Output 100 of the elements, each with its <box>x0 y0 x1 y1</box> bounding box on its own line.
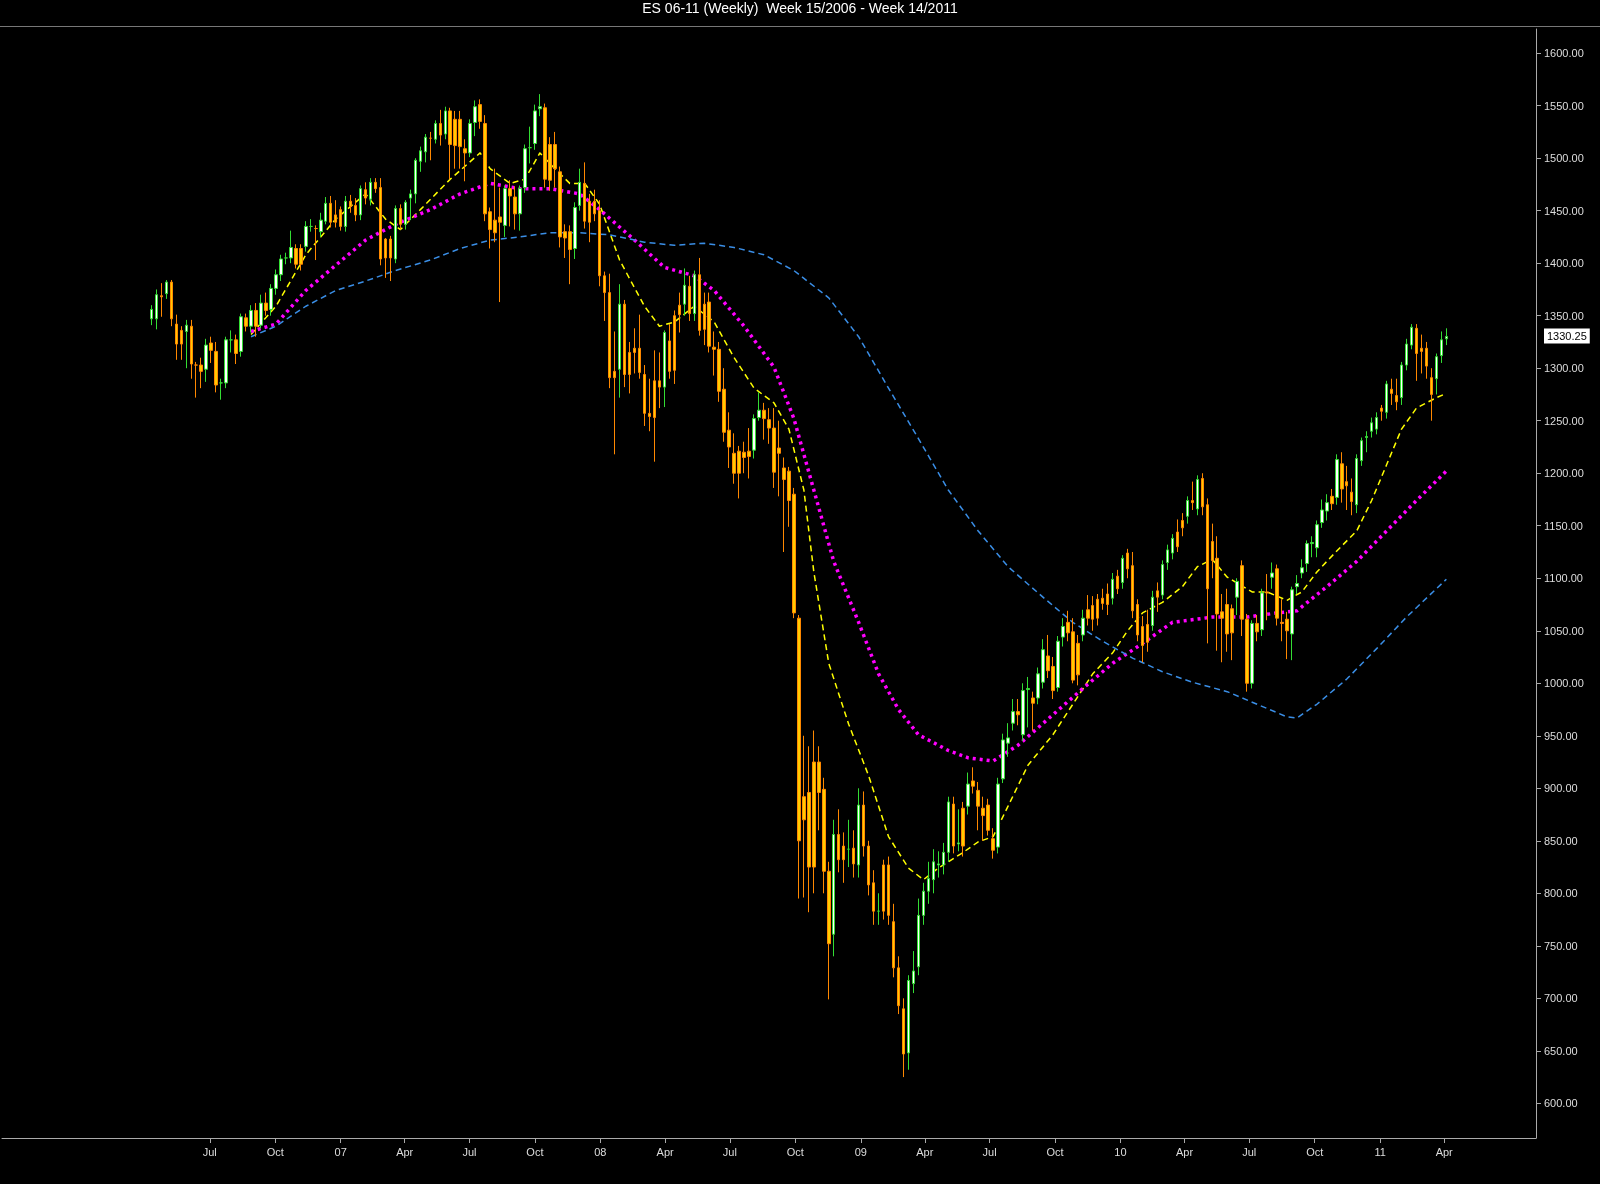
candlestick <box>1126 548 1129 579</box>
y-tick-label: 650.00 <box>1544 1044 1578 1057</box>
candlestick <box>573 201 577 260</box>
candlestick <box>249 304 253 333</box>
x-tick-label: 11 <box>1374 1145 1386 1158</box>
text: 1330.25 <box>1547 329 1587 342</box>
candlestick <box>877 892 880 926</box>
candlestick <box>304 220 308 253</box>
y-tick-label: 700.00 <box>1544 992 1578 1005</box>
candlestick <box>628 341 631 394</box>
y-tick-label: 1200.00 <box>1544 467 1584 480</box>
candlestick <box>857 787 860 879</box>
candlestick <box>344 195 347 233</box>
candlestick <box>1166 544 1169 571</box>
candlestick <box>209 336 213 364</box>
candlestick <box>239 313 243 358</box>
y-tick-label: 1450.00 <box>1544 204 1584 217</box>
x-tick-label: 07 <box>334 1145 347 1158</box>
candlestick <box>1081 609 1085 642</box>
candlestick <box>757 391 761 422</box>
candlestick <box>229 329 233 353</box>
candlestick <box>259 294 263 329</box>
candlestick <box>762 402 766 441</box>
candlestick <box>444 106 447 140</box>
candlestick <box>434 119 437 144</box>
candlestick <box>1370 417 1373 439</box>
candlestick <box>1186 495 1189 525</box>
chart-title: ES 06-11 (Weekly) Week 15/2006 - Week 14/2011 <box>0 0 1600 27</box>
candlestick <box>578 168 581 212</box>
y-tick-label: 1350.00 <box>1544 309 1584 322</box>
candlestick <box>1275 564 1279 627</box>
y-tick-label: 950.00 <box>1544 729 1578 742</box>
candlestick <box>593 189 596 222</box>
candlestick <box>379 177 382 266</box>
candlestick <box>175 314 178 361</box>
candlestick <box>1430 367 1433 422</box>
candlestick <box>289 230 293 264</box>
candlestick <box>429 131 432 161</box>
candlestick <box>603 271 606 322</box>
x-tick-label: Jul <box>1242 1145 1257 1158</box>
candlestick <box>608 273 611 389</box>
candlestick <box>518 184 522 232</box>
candlestick <box>165 279 168 300</box>
candlestick <box>1445 327 1448 346</box>
y-tick-label: 1300.00 <box>1544 362 1584 375</box>
candlestick <box>618 283 621 399</box>
candlestick <box>190 319 193 380</box>
candlestick <box>463 138 467 182</box>
candlestick <box>1420 334 1423 374</box>
candlestick <box>523 144 527 194</box>
x-tick-label: Oct <box>1306 1145 1324 1158</box>
x-tick-label: Apr <box>396 1145 414 1158</box>
candlestick <box>414 157 417 204</box>
candlestick <box>150 304 153 326</box>
candlestick <box>533 104 537 151</box>
candlestick <box>942 842 945 875</box>
x-tick-label: 10 <box>1114 1145 1127 1158</box>
candlestick <box>244 313 248 332</box>
candlestick <box>424 133 427 163</box>
candlestick <box>1295 574 1299 595</box>
line-series <box>249 181 1449 763</box>
candlestick <box>937 850 940 879</box>
candlestick <box>912 950 915 994</box>
x-tick-label: Jul <box>982 1145 997 1158</box>
candlestick <box>907 974 910 1071</box>
candlestick <box>683 267 686 317</box>
candlestick <box>852 829 855 879</box>
candlestick <box>1375 411 1378 435</box>
candlestick <box>1260 588 1264 637</box>
candlestick <box>1061 617 1065 648</box>
candlestick <box>688 275 691 322</box>
candlestick <box>538 93 542 117</box>
candlestick <box>264 292 268 317</box>
candlestick <box>1355 453 1358 514</box>
candlestick <box>897 955 900 1015</box>
x-tick-label: Apr <box>916 1145 934 1158</box>
candlestick <box>180 325 183 361</box>
candlestick <box>1270 562 1274 590</box>
candlestick <box>1131 551 1134 619</box>
candlestick <box>847 819 850 868</box>
candlestick <box>1121 554 1124 590</box>
candlestick <box>887 856 890 926</box>
candlestick <box>678 292 681 333</box>
candlestick <box>1141 615 1144 663</box>
candlestick <box>170 279 173 327</box>
y-tick-label: 1600.00 <box>1544 47 1584 60</box>
candlestick <box>409 189 412 221</box>
candlestick <box>1235 577 1239 616</box>
candlestick <box>752 413 756 460</box>
candlestick <box>185 319 188 369</box>
candlestick <box>155 288 158 330</box>
candlestick <box>1146 609 1149 653</box>
candlestick <box>583 161 586 230</box>
x-tick-label: Jul <box>722 1145 737 1158</box>
candlestick <box>1016 698 1020 726</box>
x-tick-label: Apr <box>1175 1145 1194 1158</box>
candlestick <box>1181 512 1184 537</box>
candlestick <box>1191 481 1194 511</box>
x-tick-label: Jul <box>462 1145 477 1158</box>
candlestick <box>1300 558 1304 579</box>
